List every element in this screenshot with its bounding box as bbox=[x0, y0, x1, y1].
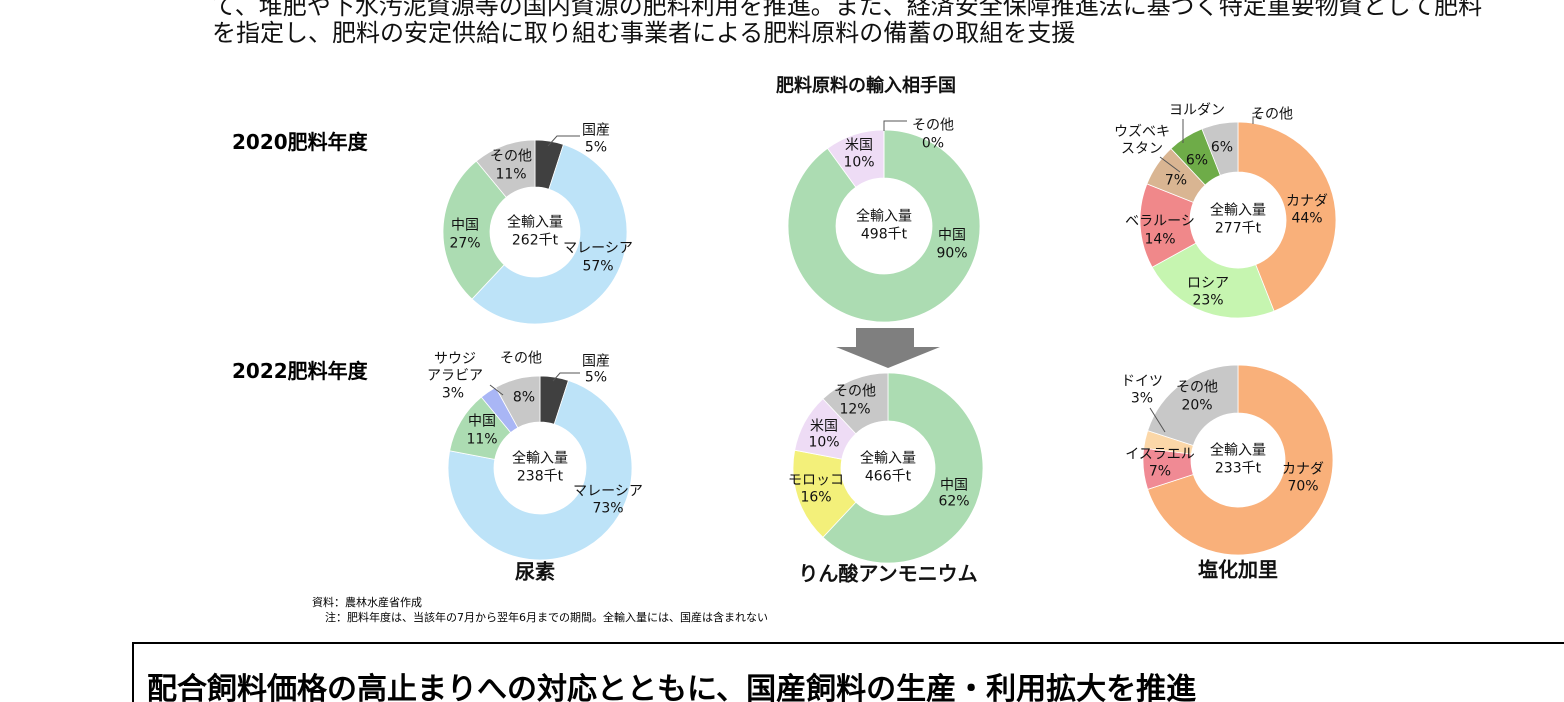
center-value: 277千t bbox=[1214, 220, 1262, 237]
segment-label: その他 bbox=[1251, 106, 1293, 123]
segment-label: ロシア bbox=[1187, 275, 1229, 292]
center-label: 全輸入量 bbox=[1210, 442, 1266, 459]
donut-segment bbox=[447, 379, 633, 561]
column-label: りん酸アンモニウム bbox=[798, 561, 978, 586]
segment-label: 中国 bbox=[451, 217, 479, 234]
segment-label: 中国 bbox=[940, 477, 968, 494]
segment-label: その他 bbox=[1176, 379, 1218, 396]
leader-line bbox=[552, 372, 580, 382]
center-value: 262千t bbox=[511, 232, 559, 249]
donut-segment bbox=[787, 129, 981, 323]
leader-line bbox=[1149, 407, 1166, 433]
donut-segment bbox=[1151, 242, 1275, 319]
segment-label: マレーシア bbox=[573, 483, 643, 500]
value-label: 10% bbox=[843, 154, 875, 171]
leader-line bbox=[1252, 116, 1262, 124]
segment-label: その他 bbox=[490, 148, 532, 165]
leader-line bbox=[489, 384, 504, 396]
donut-segment bbox=[495, 375, 541, 429]
value-label: 3% bbox=[1130, 390, 1154, 407]
value-label: 14% bbox=[1144, 231, 1176, 248]
note: 注：肥料年度は、当該年の7月から翌年6月までの期間。全輸入量には、国産は含まれな… bbox=[325, 611, 768, 624]
value-label: 62% bbox=[938, 493, 970, 510]
value-label: 8% bbox=[512, 389, 536, 406]
segment-label: サウジ アラビア bbox=[427, 351, 483, 384]
donut-segment bbox=[1147, 364, 1334, 556]
value-label: 6% bbox=[1185, 152, 1209, 169]
value-label: 73% bbox=[592, 500, 624, 517]
value-label: 11% bbox=[495, 166, 527, 183]
value-label: 44% bbox=[1291, 210, 1323, 227]
donut-segment bbox=[822, 372, 889, 435]
donut-segment bbox=[822, 372, 984, 564]
value-label: 57% bbox=[582, 258, 614, 275]
value-label: 70% bbox=[1287, 478, 1319, 495]
value-label: 0% bbox=[921, 135, 945, 152]
segment-label: 米国 bbox=[810, 418, 838, 435]
value-label: 12% bbox=[839, 401, 871, 418]
segment-label: ドイツ bbox=[1121, 373, 1163, 390]
center-label: 全輸入量 bbox=[512, 450, 568, 467]
donut-segment bbox=[475, 139, 536, 198]
segment-label: カナダ bbox=[1286, 193, 1328, 210]
donut-segment bbox=[1147, 364, 1239, 446]
center-value: 498千t bbox=[860, 226, 908, 243]
column-label: 尿素 bbox=[515, 559, 555, 584]
segment-label: ヨルダン bbox=[1169, 102, 1225, 119]
body-text: を指定し、肥料の安定供給に取り組む事業者による肥料原料の備蓄の取組を支援 bbox=[212, 19, 1076, 47]
segment-label: モロッコ bbox=[788, 472, 844, 489]
segment-label: ベラルーシ bbox=[1125, 213, 1195, 230]
value-label: 20% bbox=[1181, 397, 1213, 414]
value-label: 90% bbox=[936, 245, 968, 262]
value-label: 10% bbox=[808, 434, 840, 451]
section-heading: 配合飼料価格の高止まりへの対応とともに、国産飼料の生産・利用拡大を推進 bbox=[147, 672, 1197, 702]
center-value: 238千t bbox=[516, 468, 564, 485]
note: 資料：農林水産省作成 bbox=[312, 596, 422, 609]
segment-label: その他 bbox=[500, 350, 542, 367]
value-label: 11% bbox=[466, 431, 498, 448]
arrow bbox=[836, 328, 940, 368]
value-label: 23% bbox=[1192, 292, 1224, 309]
figure-title: 肥料原料の輸入相手国 bbox=[776, 75, 956, 97]
row-label: 2022肥料年度 bbox=[232, 359, 368, 383]
value-label: 16% bbox=[800, 489, 832, 506]
segment-label: その他 bbox=[912, 117, 954, 134]
leader-line bbox=[547, 135, 580, 147]
donut-segment bbox=[442, 160, 507, 300]
segment-label: 国産 bbox=[582, 122, 610, 139]
segment-label: マレーシア bbox=[563, 240, 633, 257]
body-text: て、堆肥や下水汚泥資源等の国内資源の肥料利用を推進。また、経済安全保障推進法に基… bbox=[212, 0, 1483, 20]
segment-label: 国産 bbox=[582, 353, 610, 370]
donut-segment bbox=[1237, 121, 1337, 312]
donut-segment bbox=[1201, 121, 1239, 176]
donut-segment bbox=[471, 143, 628, 325]
leader-line bbox=[883, 120, 907, 131]
segment-label: その他 bbox=[834, 383, 876, 400]
row-label: 2020肥料年度 bbox=[232, 130, 368, 154]
segment-label: 米国 bbox=[845, 137, 873, 154]
segment-label: 中国 bbox=[468, 413, 496, 430]
segment-label: カナダ bbox=[1282, 461, 1324, 478]
column-label: 塩化加里 bbox=[1198, 557, 1278, 582]
segment-label: ウズベキ スタン bbox=[1114, 124, 1170, 157]
center-value: 233千t bbox=[1214, 460, 1262, 477]
center-label: 全輸入量 bbox=[507, 214, 563, 231]
leader-line bbox=[1159, 156, 1181, 173]
value-label: 27% bbox=[449, 235, 481, 252]
segment-label: 中国 bbox=[938, 227, 966, 244]
value-label: 3% bbox=[441, 385, 465, 402]
segment-label: イスラエル bbox=[1125, 446, 1195, 463]
center-label: 全輸入量 bbox=[860, 450, 916, 467]
value-label: 7% bbox=[1148, 463, 1172, 480]
value-label: 7% bbox=[1164, 172, 1188, 189]
center-label: 全輸入量 bbox=[856, 208, 912, 225]
value-label: 6% bbox=[1210, 139, 1234, 156]
center-value: 466千t bbox=[864, 468, 912, 485]
value-label: 5% bbox=[584, 369, 608, 386]
center-label: 全輸入量 bbox=[1210, 202, 1266, 219]
value-label: 5% bbox=[584, 139, 608, 156]
